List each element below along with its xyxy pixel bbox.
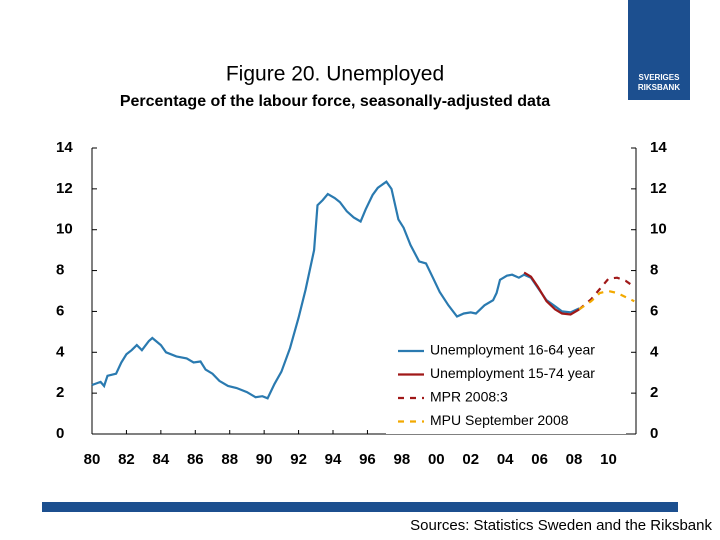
x-tick-label: 80 (84, 451, 101, 468)
chart-title: Figure 20. Unemployed (226, 63, 444, 86)
x-tick-label: 90 (256, 451, 273, 468)
legend-label: MPU September 2008 (430, 412, 569, 428)
y-tick-label: 12 (56, 180, 73, 197)
x-tick-label: 10 (600, 451, 617, 468)
x-tick-label: 04 (497, 451, 514, 468)
x-tick-label: 02 (462, 451, 479, 468)
series-line (91, 180, 580, 400)
y2-tick-label: 2 (650, 384, 658, 401)
x-tick-label: 88 (221, 451, 238, 468)
logo-text: RIKSBANK (638, 83, 680, 92)
x-tick-label: 86 (187, 451, 204, 468)
y2-tick-label: 6 (650, 302, 658, 319)
series-line (578, 289, 635, 311)
series-line (523, 271, 580, 316)
logo (628, 0, 690, 100)
x-tick-label: 08 (566, 451, 583, 468)
x-tick-label: 92 (290, 451, 307, 468)
series-line (578, 276, 635, 311)
legend-label: Unemployment 15-74 year (430, 365, 595, 381)
y2-tick-label: 0 (650, 425, 658, 442)
y2-tick-label: 10 (650, 221, 667, 238)
y-tick-label: 10 (56, 221, 73, 238)
x-tick-label: 98 (394, 451, 411, 468)
y-tick-label: 8 (56, 262, 64, 279)
y-tick-label: 2 (56, 384, 64, 401)
x-tick-label: 96 (359, 451, 376, 468)
legend-box (386, 338, 626, 434)
y-tick-label: 14 (56, 139, 73, 156)
y-tick-label: 0 (56, 425, 64, 442)
x-tick-label: 00 (428, 451, 445, 468)
y2-tick-label: 12 (650, 180, 667, 197)
y-tick-label: 4 (56, 343, 65, 360)
chart-subtitle: Percentage of the labour force, seasonal… (120, 93, 550, 110)
y2-tick-label: 14 (650, 139, 667, 156)
legend-label: MPR 2008:3 (430, 389, 508, 405)
x-tick-label: 94 (325, 451, 342, 468)
x-tick-label: 84 (153, 451, 170, 468)
footer-bar (42, 502, 678, 512)
logo-text: SVERIGES (639, 73, 681, 82)
source: Sources: Statistics Sweden and the Riksb… (410, 517, 712, 534)
x-tick-label: 06 (531, 451, 548, 468)
legend-label: Unemployment 16-64 year (430, 342, 595, 358)
y2-tick-label: 4 (650, 343, 659, 360)
y-tick-label: 6 (56, 302, 64, 319)
x-tick-label: 82 (118, 451, 135, 468)
y2-tick-label: 8 (650, 262, 658, 279)
